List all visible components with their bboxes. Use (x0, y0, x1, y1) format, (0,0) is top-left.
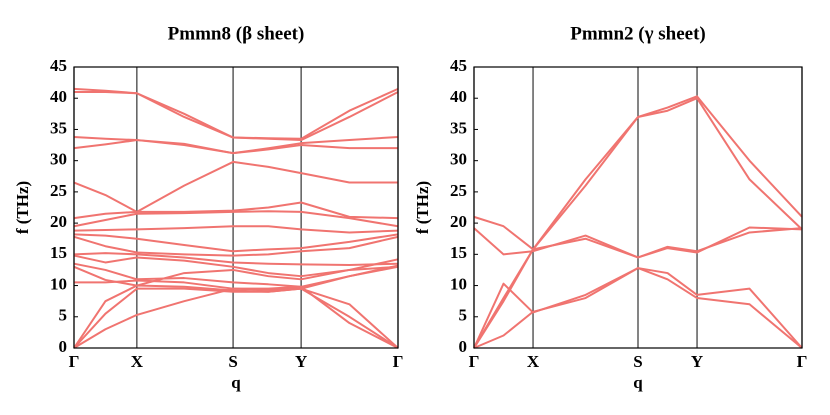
y-axis-label: f (THz) (13, 181, 32, 234)
band-line (473, 267, 803, 349)
y-tick-label: 20 (50, 212, 67, 231)
band-line (73, 87, 399, 140)
x-axis-label: q (633, 373, 643, 392)
y-tick-label: 0 (59, 337, 68, 356)
y-tick-label: 45 (50, 56, 67, 75)
y-tick-label: 20 (450, 212, 467, 231)
plot-frame (73, 66, 399, 349)
chart-title: Pmmn2 (γ sheet) (570, 23, 706, 44)
y-tick-label: 35 (450, 118, 467, 137)
band-line (73, 284, 399, 349)
x-tick-label: Y (295, 352, 307, 371)
y-tick-label: 15 (50, 243, 67, 262)
y-axis-label: f (THz) (413, 181, 432, 234)
band-line (73, 160, 398, 213)
x-tick-label: Γ (797, 352, 808, 371)
band-line (74, 90, 399, 142)
y-tick-label: 45 (450, 56, 467, 75)
band-line (73, 287, 399, 349)
y-tick-label: 10 (450, 274, 467, 293)
plot-frame (473, 66, 803, 349)
x-axis-label: q (231, 373, 241, 392)
x-tick-label: S (633, 352, 642, 371)
y-tick-label: 15 (450, 243, 467, 262)
y-tick-label: 0 (459, 337, 468, 356)
band-line (73, 135, 399, 155)
x-tick-label: Γ (393, 352, 404, 371)
band-line (73, 233, 399, 253)
band-line (473, 227, 803, 259)
x-tick-label: Γ (469, 352, 480, 371)
x-tick-label: X (131, 352, 144, 371)
band-line (73, 139, 398, 155)
band-line (73, 210, 399, 228)
x-tick-label: S (228, 352, 237, 371)
band-line (73, 201, 399, 220)
band-line (73, 252, 399, 266)
y-tick-label: 30 (50, 150, 67, 169)
y-tick-label: 10 (50, 274, 67, 293)
band-line (473, 97, 803, 349)
y-tick-label: 35 (50, 118, 67, 137)
band-line (73, 254, 399, 278)
y-tick-label: 5 (459, 306, 468, 325)
x-tick-label: Γ (69, 352, 80, 371)
y-tick-label: 25 (50, 181, 67, 200)
band-line (73, 235, 399, 257)
band-line (73, 225, 399, 234)
x-tick-label: Y (691, 352, 703, 371)
band-line (73, 285, 399, 349)
x-tick-label: X (527, 352, 540, 371)
y-tick-label: 5 (59, 306, 68, 325)
y-tick-label: 25 (450, 181, 467, 200)
y-tick-label: 30 (450, 150, 467, 169)
y-tick-label: 40 (50, 87, 67, 106)
chart-title: Pmmn8 (β sheet) (168, 23, 305, 44)
y-tick-label: 40 (450, 87, 467, 106)
